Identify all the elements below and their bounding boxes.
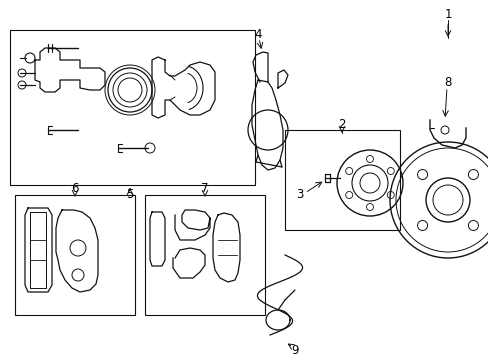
Text: 3: 3 bbox=[296, 189, 303, 202]
Text: 6: 6 bbox=[71, 181, 79, 194]
Bar bbox=[10, 30, 254, 185]
Bar bbox=[285, 130, 399, 230]
Text: 8: 8 bbox=[444, 76, 451, 89]
Text: 4: 4 bbox=[254, 28, 261, 41]
Text: 2: 2 bbox=[338, 118, 345, 131]
Bar bbox=[145, 195, 264, 315]
Bar bbox=[15, 195, 135, 315]
Text: 7: 7 bbox=[201, 181, 208, 194]
Text: 1: 1 bbox=[443, 8, 451, 21]
Text: 5: 5 bbox=[126, 189, 133, 202]
Text: 9: 9 bbox=[291, 343, 298, 356]
